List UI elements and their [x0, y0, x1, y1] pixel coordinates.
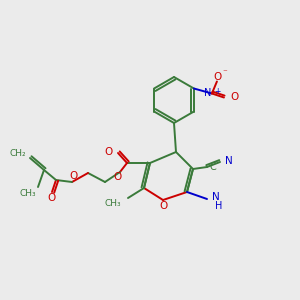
Text: C: C — [209, 162, 216, 172]
Text: ⁻: ⁻ — [222, 68, 227, 77]
Text: N: N — [225, 156, 233, 166]
Text: CH₃: CH₃ — [104, 199, 121, 208]
Text: +: + — [214, 87, 220, 96]
Text: H: H — [215, 201, 222, 211]
Text: O: O — [114, 172, 122, 182]
Text: CH₂: CH₂ — [9, 149, 26, 158]
Text: CH₃: CH₃ — [20, 190, 36, 199]
Text: N: N — [203, 88, 211, 98]
Text: O: O — [230, 92, 238, 103]
Text: O: O — [105, 147, 113, 157]
Text: O: O — [159, 201, 167, 211]
Text: O: O — [214, 71, 222, 82]
Text: N: N — [212, 192, 220, 202]
Text: O: O — [69, 171, 77, 181]
Text: O: O — [47, 193, 55, 203]
